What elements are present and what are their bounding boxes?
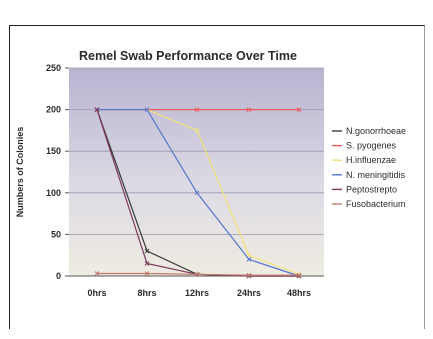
chart-title: Remel Swab Performance Over Time xyxy=(79,49,297,63)
legend-entry: Peptostrepto xyxy=(346,184,397,194)
data-point xyxy=(94,107,100,112)
y-tick-label: 200 xyxy=(46,105,61,115)
y-axis-ticks: 0 50 100 150 200 250 xyxy=(46,63,69,281)
y-tick-label: 0 xyxy=(56,271,61,281)
chart-frame: Remel Swab Performance Over Time 0 50 100 1… xyxy=(9,25,425,329)
data-point xyxy=(144,271,150,276)
legend-entry: H.influenzae xyxy=(346,155,396,165)
data-point xyxy=(194,271,200,277)
plot-area xyxy=(69,68,324,276)
data-point xyxy=(296,272,302,278)
data-point xyxy=(246,107,252,112)
x-tick-label: 0hrs xyxy=(87,288,106,298)
data-point xyxy=(246,257,252,262)
legend-entry: Fusobacterium xyxy=(346,199,406,209)
x-tick-label: 24hrs xyxy=(237,288,261,298)
data-point xyxy=(144,107,150,112)
x-tick-label: 8hrs xyxy=(137,288,156,298)
data-point xyxy=(296,107,302,112)
data-point xyxy=(194,128,200,133)
legend-entry: N. meningitidis xyxy=(346,170,406,180)
x-tick-label: 12hrs xyxy=(185,288,209,298)
data-point xyxy=(246,252,252,258)
x-axis-ticks: 0hrs 8hrs 12hrs 24hrs 48hrs xyxy=(87,288,311,298)
y-tick-label: 50 xyxy=(51,229,61,239)
y-axis-label: Numbers of Colonies xyxy=(15,127,25,218)
data-point xyxy=(194,107,200,112)
data-point xyxy=(296,273,302,279)
legend: N.gonorrhoeae S. pyogenes H.influenzae N. m… xyxy=(332,126,406,209)
data-point xyxy=(246,272,252,278)
legend-entry: N.gonorrhoeae xyxy=(346,126,406,136)
legend-entry: S. pyogenes xyxy=(346,141,397,151)
y-tick-label: 100 xyxy=(46,188,61,198)
data-point xyxy=(194,190,200,196)
data-point xyxy=(94,271,100,276)
y-tick-label: 150 xyxy=(46,146,61,156)
x-tick-label: 48hrs xyxy=(287,288,311,298)
data-point xyxy=(144,261,150,266)
data-point xyxy=(144,248,150,254)
series-group xyxy=(94,107,302,279)
line-chart: Remel Swab Performance Over Time 0 50 100 1… xyxy=(15,49,406,298)
y-tick-label: 250 xyxy=(46,63,61,73)
